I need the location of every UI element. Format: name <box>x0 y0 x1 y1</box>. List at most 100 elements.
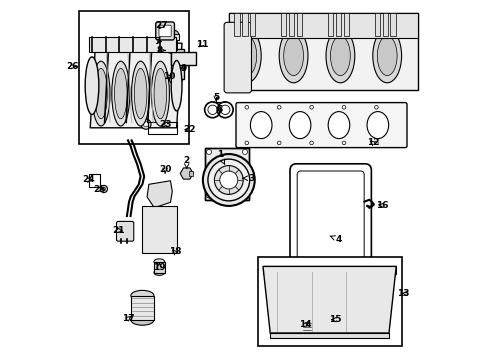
Ellipse shape <box>173 67 182 77</box>
Text: 16: 16 <box>375 201 388 210</box>
Ellipse shape <box>166 40 177 49</box>
Bar <box>343 13 349 36</box>
Ellipse shape <box>174 60 181 69</box>
Ellipse shape <box>115 68 127 119</box>
Text: 15: 15 <box>329 315 341 324</box>
Text: 25: 25 <box>93 184 105 194</box>
Ellipse shape <box>328 112 350 139</box>
Ellipse shape <box>102 187 106 191</box>
Ellipse shape <box>166 37 177 44</box>
Ellipse shape <box>328 320 332 324</box>
Bar <box>148 122 176 134</box>
Ellipse shape <box>289 112 311 139</box>
Ellipse shape <box>215 164 225 175</box>
Ellipse shape <box>164 30 179 39</box>
Polygon shape <box>171 52 196 65</box>
Ellipse shape <box>100 185 107 193</box>
Polygon shape <box>229 13 418 90</box>
FancyBboxPatch shape <box>156 22 174 40</box>
Polygon shape <box>270 333 389 338</box>
Ellipse shape <box>154 68 167 119</box>
Ellipse shape <box>131 291 154 301</box>
Text: 18: 18 <box>169 248 181 256</box>
Ellipse shape <box>326 29 355 83</box>
Bar <box>263 266 396 274</box>
Text: 19: 19 <box>153 263 166 271</box>
Ellipse shape <box>342 105 346 109</box>
Ellipse shape <box>245 141 248 145</box>
Polygon shape <box>171 49 184 79</box>
Bar <box>250 13 255 36</box>
Text: 7: 7 <box>155 37 161 46</box>
Ellipse shape <box>237 36 257 76</box>
Bar <box>205 148 248 200</box>
Ellipse shape <box>208 159 250 201</box>
Ellipse shape <box>92 61 110 126</box>
Ellipse shape <box>245 105 248 109</box>
Text: 20: 20 <box>159 165 171 174</box>
FancyBboxPatch shape <box>117 221 134 241</box>
Ellipse shape <box>250 112 272 139</box>
Ellipse shape <box>367 112 389 139</box>
Polygon shape <box>205 148 248 200</box>
Text: 27: 27 <box>155 21 168 30</box>
Bar <box>383 13 388 36</box>
Text: 13: 13 <box>397 289 410 298</box>
Polygon shape <box>189 171 193 176</box>
Polygon shape <box>263 266 396 333</box>
Ellipse shape <box>215 166 243 194</box>
Ellipse shape <box>326 318 334 327</box>
Ellipse shape <box>374 105 378 109</box>
Ellipse shape <box>267 267 272 273</box>
Polygon shape <box>131 296 154 320</box>
Ellipse shape <box>227 176 242 191</box>
Ellipse shape <box>277 105 281 109</box>
Ellipse shape <box>330 36 350 76</box>
Polygon shape <box>166 40 177 50</box>
Text: 17: 17 <box>122 314 134 323</box>
Ellipse shape <box>154 270 165 275</box>
Bar <box>328 13 333 36</box>
Ellipse shape <box>231 63 245 85</box>
Polygon shape <box>154 262 165 273</box>
Text: 11: 11 <box>196 40 208 49</box>
Ellipse shape <box>220 171 238 189</box>
Ellipse shape <box>112 61 130 126</box>
Ellipse shape <box>232 29 261 83</box>
Bar <box>242 13 247 36</box>
Ellipse shape <box>211 160 229 178</box>
Polygon shape <box>143 206 176 253</box>
Text: 14: 14 <box>299 320 312 329</box>
Text: 26: 26 <box>67 62 79 71</box>
Ellipse shape <box>373 29 402 83</box>
Text: 3: 3 <box>243 174 255 183</box>
FancyBboxPatch shape <box>236 103 407 148</box>
Bar <box>289 13 294 36</box>
Polygon shape <box>164 34 179 40</box>
Ellipse shape <box>243 149 247 154</box>
Text: 8: 8 <box>156 46 165 55</box>
Polygon shape <box>90 37 176 52</box>
Ellipse shape <box>310 105 314 109</box>
Ellipse shape <box>206 149 212 154</box>
Ellipse shape <box>231 40 245 61</box>
Polygon shape <box>180 168 193 179</box>
Ellipse shape <box>310 141 314 145</box>
Polygon shape <box>90 43 182 128</box>
Bar <box>258 257 402 346</box>
Ellipse shape <box>292 267 297 273</box>
Text: 1: 1 <box>217 150 225 165</box>
Ellipse shape <box>85 57 99 114</box>
Ellipse shape <box>377 36 397 76</box>
Text: 10: 10 <box>163 72 175 81</box>
Text: 5: 5 <box>213 93 220 102</box>
Ellipse shape <box>171 60 182 111</box>
Text: 23: 23 <box>159 120 171 129</box>
Text: 6: 6 <box>217 105 223 114</box>
Ellipse shape <box>132 61 149 126</box>
Ellipse shape <box>95 68 107 119</box>
Bar <box>297 13 302 36</box>
Ellipse shape <box>151 224 168 242</box>
Ellipse shape <box>141 119 151 129</box>
Ellipse shape <box>134 68 147 119</box>
